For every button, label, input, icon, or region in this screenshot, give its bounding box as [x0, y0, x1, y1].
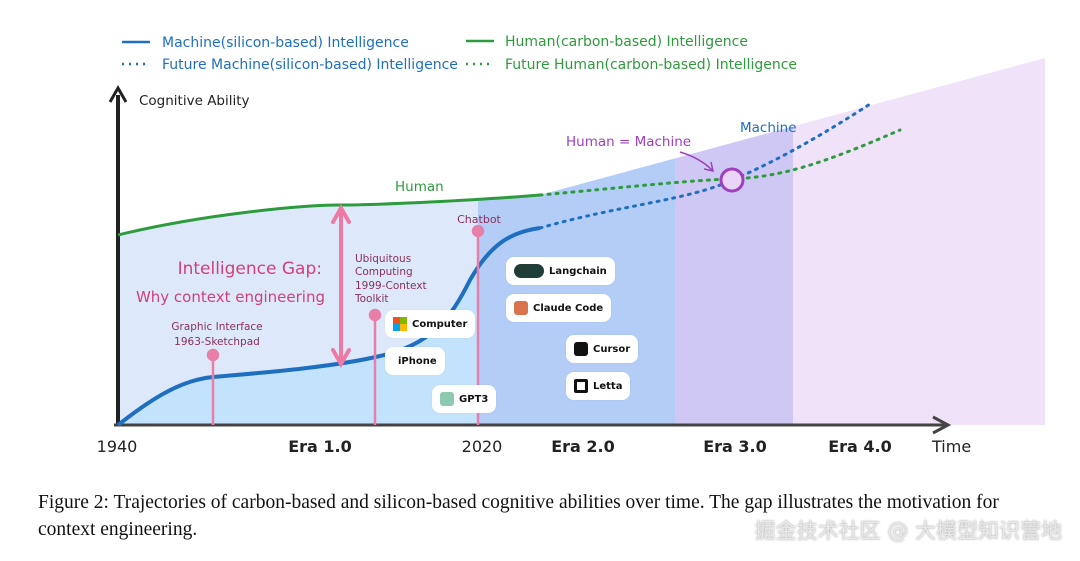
- svg-text:Computing: Computing: [355, 266, 413, 278]
- badge-gpt3: GPT3: [432, 385, 497, 413]
- tick-era4: Era 4.0: [828, 437, 892, 456]
- gap-arrow-icon: [331, 203, 351, 369]
- badge-claude-code: Claude Code: [506, 294, 612, 322]
- svg-text:1963-Sketchpad: 1963-Sketchpad: [174, 336, 260, 348]
- trajectory-diagram: Machine(silicon-based) Intelligence Huma…: [97, 34, 1045, 456]
- legend-future-human: Future Human(carbon-based) Intelligence: [505, 57, 797, 73]
- svg-text:Toolkit: Toolkit: [354, 293, 389, 305]
- svg-text:Ubiquitous: Ubiquitous: [355, 253, 411, 265]
- langchain-icon: [514, 264, 544, 278]
- svg-text:Graphic Interface: Graphic Interface: [171, 321, 262, 333]
- gap-subtitle: Why context engineering: [136, 288, 325, 306]
- pointer-arrow-icon: [679, 151, 713, 171]
- claude-icon: [514, 301, 528, 315]
- legend-machine: Machine(silicon-based) Intelligence: [162, 35, 409, 51]
- svg-text:1999-Context: 1999-Context: [355, 280, 427, 292]
- tick-era1: Era 1.0: [288, 437, 352, 456]
- gui-label: Graphic Interface 1963-Sketchpad: [171, 321, 262, 348]
- chatbot-label: Chatbot: [457, 213, 501, 226]
- badge-computer: Computer: [385, 310, 476, 338]
- x-axis-label: Time: [931, 437, 971, 456]
- ubi-dot: [368, 308, 382, 322]
- ubi-label: Ubiquitous Computing 1999-Context Toolki…: [354, 253, 427, 305]
- future-machine-curve: [538, 102, 872, 230]
- y-axis-arrow-icon: [108, 84, 128, 103]
- gui-dot: [206, 348, 220, 362]
- machine-curve: [116, 226, 541, 427]
- x-axis-arrow-icon: [932, 415, 952, 435]
- human-label: Human: [395, 179, 444, 195]
- gap-title: Intelligence Gap:: [178, 259, 322, 279]
- tick-era3: Era 3.0: [703, 437, 767, 456]
- legend-future-machine: Future Machine(silicon-based) Intelligen…: [162, 57, 458, 73]
- machine-area: [118, 268, 478, 425]
- tick-2020: 2020: [462, 437, 503, 456]
- chatbot-dot: [471, 224, 485, 238]
- machine-label: Machine: [740, 120, 797, 136]
- letta-icon: [574, 379, 588, 393]
- intersection-marker: [719, 167, 745, 193]
- tick-era2: Era 2.0: [551, 437, 615, 456]
- legend-human: Human(carbon-based) Intelligence: [505, 34, 748, 50]
- badge-iphone: iPhone: [385, 347, 445, 375]
- watermark: 掘金技术社区 @ 大模型知识营地: [754, 519, 1062, 543]
- human-curve: [117, 193, 541, 237]
- cursor-icon: [574, 342, 588, 356]
- human-equals-machine-label: Human = Machine: [566, 134, 691, 150]
- badge-letta: Letta: [566, 372, 631, 400]
- badge-cursor: Cursor: [566, 335, 639, 363]
- y-axis-label: Cognitive Ability: [139, 93, 250, 109]
- era3-region: [675, 58, 793, 425]
- figure-caption: Figure 2: Trajectories of carbon-based a…: [38, 492, 999, 540]
- era4-region: [793, 58, 1045, 425]
- badge-langchain: Langchain: [506, 257, 615, 285]
- tick-1940: 1940: [97, 437, 138, 456]
- openai-icon: [440, 392, 454, 406]
- windows-icon: [393, 317, 407, 331]
